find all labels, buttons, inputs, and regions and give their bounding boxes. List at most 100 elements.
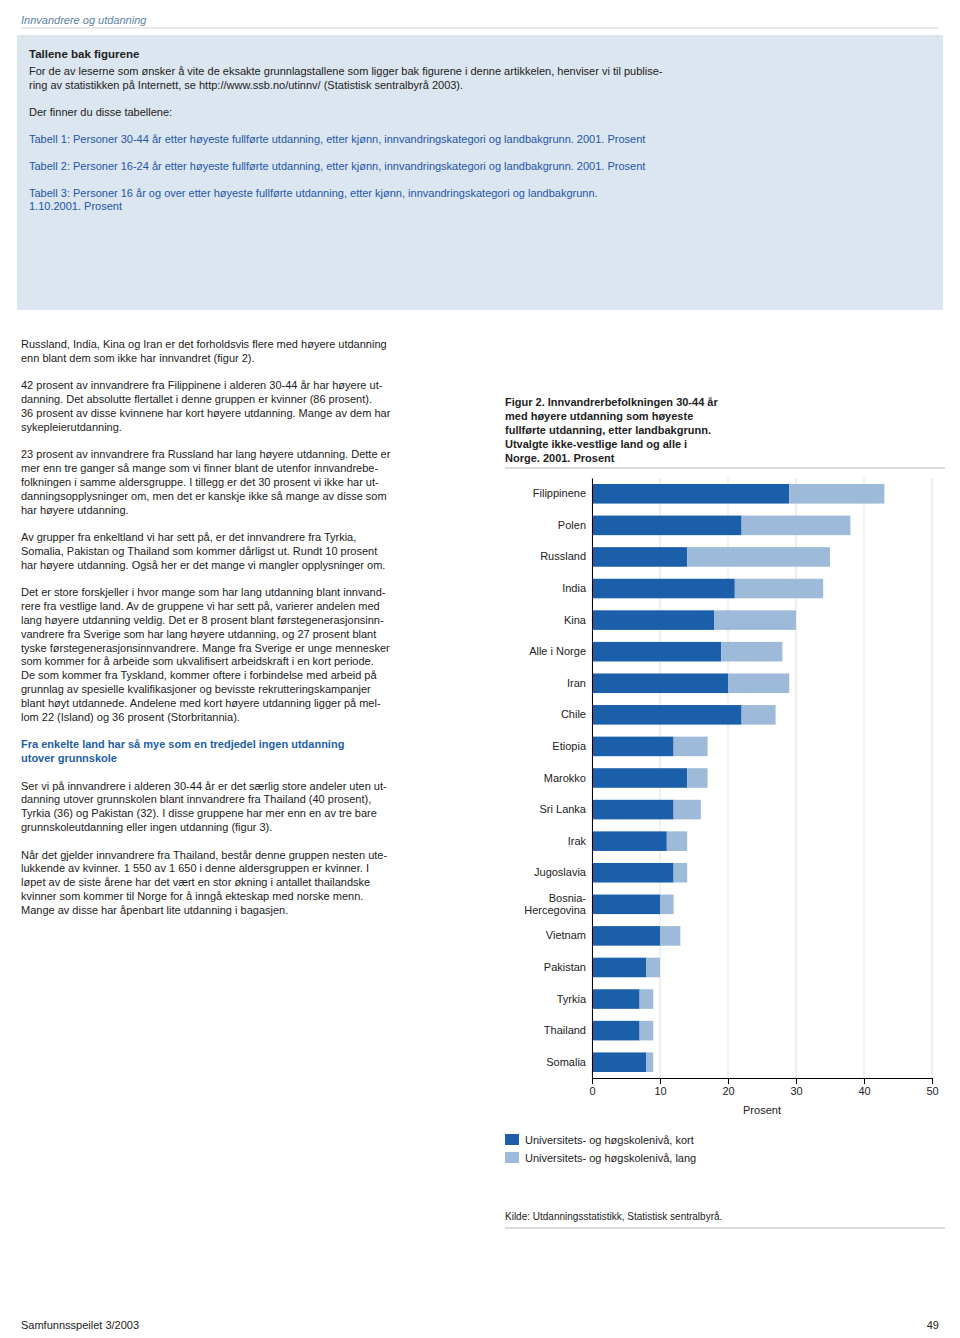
legend-label: Universitets- og høgskolenivå, kort xyxy=(525,1134,694,1146)
footer-left: Samfunnsspeilet 3/2003 xyxy=(21,1319,139,1331)
y-tick-label: Russland xyxy=(540,550,586,562)
body-line: vandrere fra Sverige som har lang høyere… xyxy=(21,628,376,640)
x-tick-label: 20 xyxy=(722,1085,734,1097)
x-tick-line xyxy=(592,1078,593,1084)
chart-title-line: Norge. 2001. Prosent xyxy=(505,452,615,464)
grid-line xyxy=(592,478,593,1078)
body-line: Av grupper fra enkeltland vi har sett på… xyxy=(21,531,356,543)
y-tick: Pakistan xyxy=(544,961,592,973)
body-line: folkningen i samme aldersgruppe. I tille… xyxy=(21,476,379,488)
x-tick-line xyxy=(796,1078,797,1084)
y-tick: Etiopia xyxy=(552,740,592,752)
body-line: Mange av disse har åpenbart lite utdanni… xyxy=(21,904,288,916)
bar xyxy=(592,989,640,1009)
body-line: danning utover grunnskolen blant innvand… xyxy=(21,793,371,805)
y-tick: Thailand xyxy=(544,1024,592,1036)
y-tick: Somalia xyxy=(546,1056,592,1068)
y-tick: Kina xyxy=(564,614,592,626)
y-tick: Marokko xyxy=(544,772,592,784)
bar xyxy=(592,705,742,725)
y-tick-label: Jugoslavia xyxy=(534,866,587,878)
page: Innvandrere og utdanningTallene bak figu… xyxy=(0,0,960,1338)
bar xyxy=(640,1021,654,1041)
rule xyxy=(505,468,945,469)
y-tick: Polen xyxy=(558,519,592,531)
y-axis: FilippinenePolenRusslandIndiaKinaAlle i … xyxy=(524,479,592,1079)
y-tick-label: Thailand xyxy=(544,1024,586,1036)
series-1 xyxy=(640,484,885,1072)
body-line: løpet av de siste årene har det vært en … xyxy=(21,876,370,888)
bar xyxy=(592,863,674,883)
axis-domain xyxy=(593,1079,933,1085)
y-tick-label: Somalia xyxy=(546,1056,587,1068)
box-line: Tabell 2: Personer 16-24 år etter høyest… xyxy=(29,160,645,172)
y-tick: Russland xyxy=(540,550,592,562)
body-line: danningsopplysninger om, men det er kans… xyxy=(21,490,387,502)
y-tick-label: Tyrkia xyxy=(557,993,587,1005)
y-tick: Filippinene xyxy=(533,487,592,499)
box-line: Der finner du disse tabellene: xyxy=(29,106,172,118)
y-tick: Jugoslavia xyxy=(534,866,592,878)
body-line: har høyere utdanning. xyxy=(21,504,129,516)
grid-line xyxy=(796,478,797,1078)
bar xyxy=(742,516,851,536)
bar xyxy=(674,863,688,883)
y-tick-label: Iran xyxy=(567,677,586,689)
y-tick-label: Marokko xyxy=(544,772,586,784)
y-tick-label: Bosnia-Hercegovina xyxy=(524,892,587,917)
x-tick-label: 30 xyxy=(790,1085,802,1097)
bar xyxy=(714,610,796,630)
y-tick-label: Kina xyxy=(564,614,587,626)
y-tick: Alle i Norge xyxy=(529,645,592,657)
bar xyxy=(646,958,660,978)
y-tick-label-line: Hercegovina xyxy=(524,904,587,916)
bar xyxy=(592,958,646,978)
body-line: rere fra vestlige land. Av de gruppene v… xyxy=(21,600,380,612)
legend-item: Universitets- og høgskolenivå, lang xyxy=(505,1152,696,1164)
bar xyxy=(789,484,884,504)
x-axis: 01020304050 xyxy=(589,1078,938,1097)
body-heading: utover grunnskole xyxy=(21,752,117,764)
bar xyxy=(592,831,667,851)
bar xyxy=(728,673,789,693)
y-tick-label: Irak xyxy=(568,835,587,847)
body-line: lukkende av kvinner. 1 550 av 1 650 i de… xyxy=(21,862,369,874)
chart-title-line: fullførte utdanning, etter landbakgrunn. xyxy=(505,424,711,436)
bar xyxy=(742,705,776,725)
body-line: Tyrkia (36) og Pakistan (32). I disse gr… xyxy=(21,807,377,819)
y-tick: Chile xyxy=(561,708,592,720)
box-line: ring av statistikken på Internett, se ht… xyxy=(29,79,463,91)
y-tick-label: Etiopia xyxy=(552,740,587,752)
y-tick-label: Filippinene xyxy=(533,487,586,499)
header: Innvandrere og utdanning xyxy=(21,14,147,26)
body-line: lom 22 (Island) og 36 prosent (Storbrita… xyxy=(21,711,240,723)
body-line: grunnskoleutdanning eller ingen utdannin… xyxy=(21,821,272,833)
body-line: grunnlag av spesielle kvalifikasjoner og… xyxy=(21,683,371,695)
x-tick-line xyxy=(660,1078,661,1084)
body-line: Ser vi på innvandrere i alderen 30-44 år… xyxy=(21,780,387,792)
x-tick-line xyxy=(864,1078,865,1084)
rule xyxy=(505,1228,945,1229)
x-tick-label: 10 xyxy=(654,1085,666,1097)
source: Kilde: Utdanningsstatistikk, Statistisk … xyxy=(505,1211,722,1222)
bar xyxy=(674,800,701,820)
axis-domain xyxy=(592,479,593,1079)
y-tick-label-line: Bosnia- xyxy=(549,892,587,904)
bar xyxy=(721,642,782,662)
legend-swatch xyxy=(505,1134,519,1145)
bar xyxy=(592,895,660,915)
body-line: har høyere utdanning. Også her er det ma… xyxy=(21,559,385,571)
y-tick-label: Chile xyxy=(561,708,586,720)
y-tick-label: Vietnam xyxy=(546,929,586,941)
body-line: enn blant dem som ikke har innvandret (f… xyxy=(21,352,255,364)
legend: Universitets- og høgskolenivå, kort Unive… xyxy=(505,1134,696,1164)
body-line: 42 prosent av innvandrere fra Filippinen… xyxy=(21,379,383,391)
bar xyxy=(735,579,823,599)
bar xyxy=(592,642,721,662)
body-line: danning. Det absolutte flertallet i denn… xyxy=(21,393,372,405)
body-line: lang høyere utdanning veldig. Det er 8 p… xyxy=(21,614,384,626)
x-tick: 0 xyxy=(589,1078,595,1097)
box-line: Tabell 1: Personer 30-44 år etter høyest… xyxy=(29,133,645,145)
y-tick: Sri Lanka xyxy=(540,803,592,815)
info-box xyxy=(17,35,943,310)
